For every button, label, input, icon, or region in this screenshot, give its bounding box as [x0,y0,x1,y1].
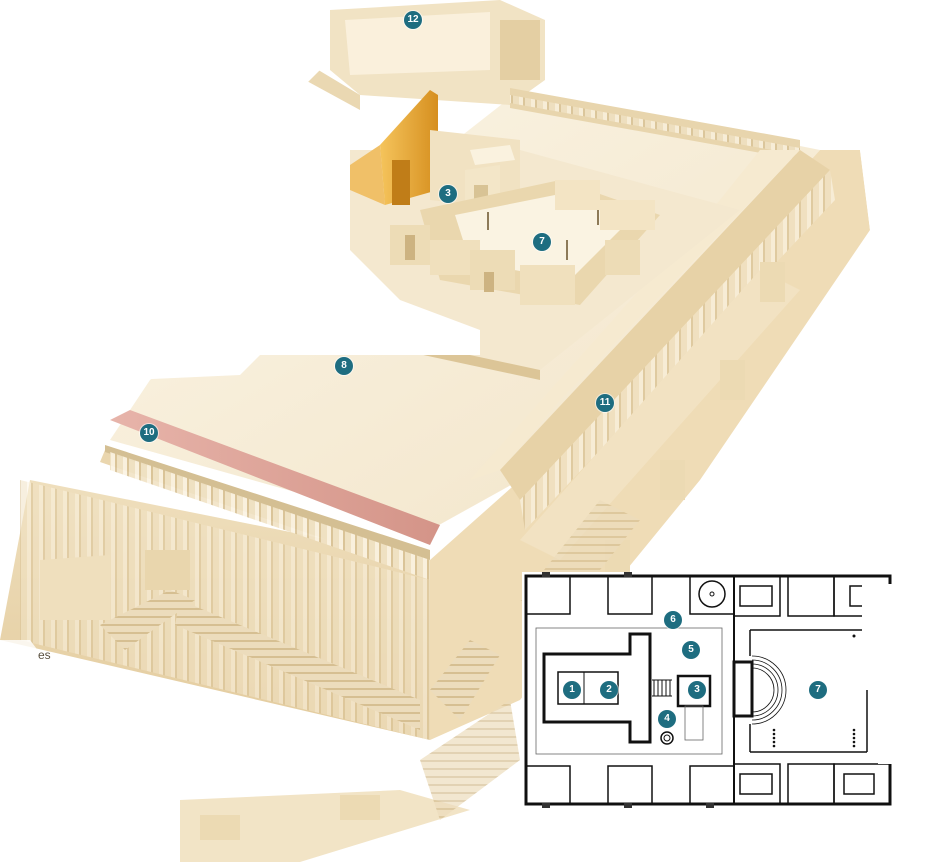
plan-south-chambers [525,763,891,805]
marker-7: 7 [533,233,551,251]
plan-marker-1: 1 [563,681,581,699]
marker-3: 3 [439,185,457,203]
antonia-fortress [305,0,545,110]
plan-marker-6: 6 [664,611,682,629]
marker-11: 11 [596,394,614,412]
plan-marker-4: 4 [658,710,676,728]
marker-10: 10 [140,424,158,442]
southern-stairs [40,550,500,730]
eastern-portico [470,150,835,530]
temple-floor-plan [522,572,894,808]
marker-12: 12 [404,11,422,29]
plan-marker-2: 2 [600,681,618,699]
plan-marker-5: 5 [682,641,700,659]
royal-stoa [20,410,440,740]
cropped-caption-fragment: es [38,648,51,662]
marker-8: 8 [335,357,353,375]
southwest-lower-wall [180,700,520,862]
mask-patches [0,0,928,690]
plan-marker-7: 7 [809,681,827,699]
plan-marker-3: 3 [688,681,706,699]
northern-portico [510,88,800,160]
